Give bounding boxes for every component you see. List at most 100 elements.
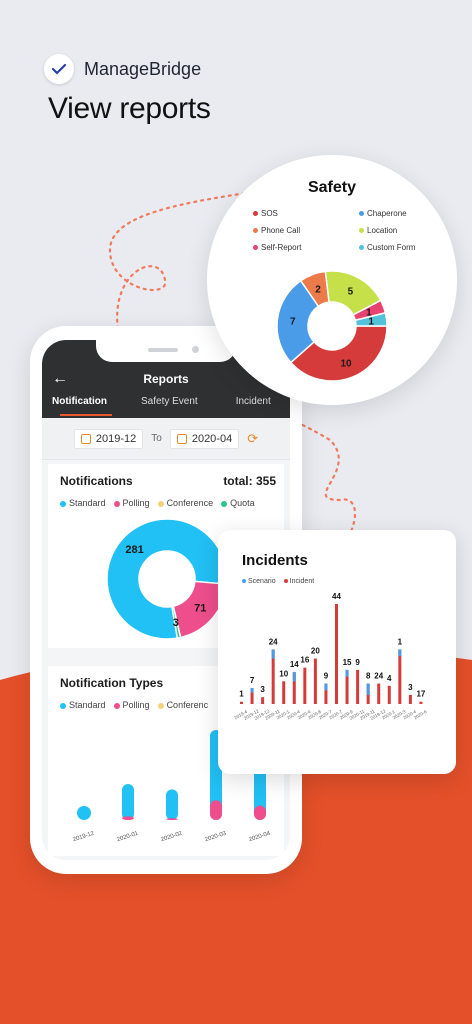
legend-item-location: Location: [359, 226, 397, 235]
x-tick-label: 2020-4: [402, 709, 417, 721]
bar-value-label: 1: [398, 637, 403, 646]
x-tick-label: 2020-1: [381, 709, 396, 721]
slice-custom-form: [354, 311, 388, 327]
bar-incident: [282, 681, 286, 704]
bar-value-label: 8: [366, 672, 371, 681]
x-tick-label: 2020-04: [248, 831, 271, 844]
slice-quota: [170, 605, 182, 639]
bar-incident: [324, 683, 328, 704]
bar-incident: [345, 669, 349, 704]
bar-incident: [356, 669, 360, 704]
bar-scenario: [398, 649, 402, 657]
app-header: ← Reports Notification Safety Event Inci…: [42, 340, 290, 418]
bar-value-label: 20: [311, 647, 320, 656]
bar-value-label: 15: [343, 658, 352, 667]
bar-polling: [122, 816, 134, 820]
bar-incident: [387, 685, 391, 704]
bar-standard: [77, 806, 91, 820]
legend-item-scenario: Scenario: [242, 578, 276, 585]
tab-notification[interactable]: Notification: [52, 396, 107, 407]
x-tick-label: 2020-7: [318, 709, 333, 721]
legend-item-phone-call: Phone Call: [253, 226, 300, 235]
back-arrow-icon[interactable]: ←: [52, 370, 68, 387]
bar-incident: [250, 688, 254, 704]
refresh-icon[interactable]: ⟳: [247, 430, 259, 446]
bar-value-label: 17: [416, 690, 425, 699]
x-tick-label: 2020-9: [339, 709, 354, 721]
bar-scenario: [324, 683, 328, 691]
legend-item-incident: Incident: [283, 578, 314, 585]
app-title: Reports: [143, 372, 189, 386]
brand-name: ManageBridge: [84, 58, 202, 79]
date-to-label: To: [151, 433, 162, 444]
incidents-title: Incidents: [242, 552, 308, 569]
slice-value-label: 281: [125, 544, 143, 556]
x-tick-label: 2020-8: [307, 709, 322, 721]
x-tick-label: 2020-3: [392, 709, 407, 721]
notification-types-bar-chart: 2019-12 2020-01 2020-02 2020-03 2020-04: [72, 730, 272, 844]
bar-value-label: 3: [260, 685, 265, 694]
legend-item-polling: Polling: [113, 700, 150, 710]
bar-value-label: 3: [408, 683, 413, 692]
notifications-total: total: 355: [223, 474, 276, 488]
slice-value-label: 7: [290, 317, 296, 328]
legend-item-conference: Conference: [157, 498, 213, 508]
bar-value-label: 7: [250, 676, 255, 685]
incidents-card: Incidents Scenario Incident 1 2019-4 7 20 1 9…: [218, 530, 456, 774]
bar-scenario: [292, 672, 296, 682]
x-tick-label: 2020-7: [328, 709, 343, 721]
bar-value-label: 14: [290, 660, 299, 669]
calendar-icon: [80, 433, 91, 444]
bar-value-label: 44: [332, 592, 341, 601]
types-legend: Standard Polling Conferenc: [60, 700, 208, 710]
notifications-title: Notifications: [60, 474, 133, 488]
x-tick-label: 2019-4: [234, 709, 248, 721]
legend-item-chaperone: Chaperone: [359, 209, 407, 218]
bar-scenario: [271, 649, 275, 659]
report-tabs: Notification Safety Event Incident: [42, 396, 290, 407]
active-tab-indicator: [60, 414, 112, 416]
bar-incident: [419, 701, 423, 704]
hero-title: View reports: [48, 92, 211, 125]
bar-scenario: [366, 683, 370, 695]
bar-incident: [261, 697, 265, 704]
legend-item-self-report: Self-Report: [253, 243, 301, 252]
legend-item-custom-form: Custom Form: [359, 243, 415, 252]
bar-incident: [313, 658, 317, 704]
legend-item-polling: Polling: [113, 498, 150, 508]
bar-incident: [271, 649, 275, 704]
bar-standard: [122, 784, 134, 820]
incidents-bar-chart: 12019-472019-1232019-12242020-11102020-1…: [234, 592, 428, 721]
tab-incident[interactable]: Incident: [235, 396, 271, 407]
x-tick-label: 2020-02: [160, 831, 183, 844]
date-from-value: 2019-12: [95, 432, 137, 445]
bar-value-label: 24: [374, 672, 383, 681]
slice-sos: [289, 325, 388, 382]
x-tick-label: 2019-12: [72, 831, 95, 844]
bar-polling: [210, 800, 222, 820]
bar-value-label: 4: [387, 674, 392, 683]
notifications-legend: Standard Polling Conference Quota: [60, 498, 255, 508]
slice-chaperone: [276, 279, 320, 364]
slice-value-label: 5: [348, 286, 354, 297]
slice-value-label: 1: [368, 317, 374, 328]
notification-types-title: Notification Types: [60, 676, 164, 690]
bar-polling: [254, 805, 266, 820]
x-tick-label: 2020-1: [276, 709, 291, 721]
bar-incident: [335, 604, 338, 704]
slice-value-label: 3: [173, 617, 179, 629]
date-from-field[interactable]: 2019-12: [73, 428, 144, 449]
tab-safety-event[interactable]: Safety Event: [141, 396, 198, 407]
incidents-legend: Scenario Incident: [242, 578, 314, 585]
bar-polling: [166, 818, 178, 820]
date-range-row: 2019-12 To 2020-04 ⟳: [42, 418, 290, 460]
legend-item-sos: SOS: [253, 209, 278, 218]
legend-item-quota: Quota: [221, 498, 255, 508]
bar-incident: [398, 649, 402, 704]
bar-incident: [303, 667, 307, 704]
x-tick-label: 2020-03: [204, 831, 227, 844]
date-to-field[interactable]: 2020-04: [169, 428, 240, 449]
bar-value-label: 9: [355, 658, 360, 667]
bar-value-label: 16: [300, 656, 309, 665]
brand: ManageBridge: [44, 54, 201, 84]
